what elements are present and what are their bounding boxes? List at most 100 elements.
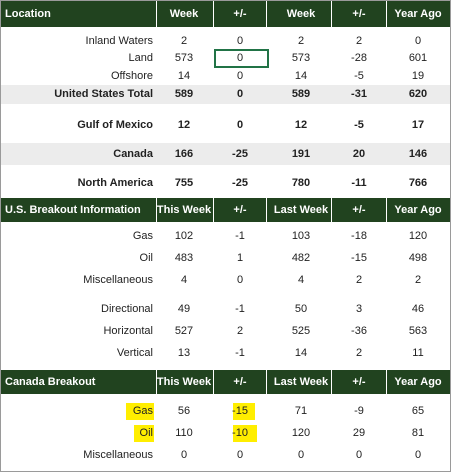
value-cell[interactable]: 573	[291, 52, 311, 64]
value-cell[interactable]: 589	[174, 88, 194, 100]
value-cell[interactable]: 525	[291, 325, 311, 337]
value-cell[interactable]: 14	[294, 347, 308, 359]
value-cell[interactable]: -9	[354, 405, 364, 417]
value-cell[interactable]: 0	[180, 449, 188, 461]
value-cell[interactable]: 14	[294, 70, 308, 82]
value-cell[interactable]: 29	[352, 427, 366, 439]
value-cell[interactable]: 81	[411, 427, 425, 439]
value-cell[interactable]: -28	[351, 52, 367, 64]
value-cell[interactable]: -36	[351, 325, 367, 337]
value-cell[interactable]: 2	[414, 274, 422, 286]
value-cell[interactable]: -31	[351, 88, 367, 100]
value-cell[interactable]: 146	[408, 148, 428, 160]
value-cell[interactable]: 483	[174, 252, 194, 264]
value-cell[interactable]: 4	[180, 274, 188, 286]
header-divider	[386, 198, 387, 222]
value-cell[interactable]: -5	[354, 119, 364, 131]
header-cell: Week	[169, 8, 199, 20]
value-cell[interactable]: 2	[355, 274, 363, 286]
value-cell[interactable]: 71	[294, 405, 308, 417]
header-divider	[331, 370, 332, 394]
value-cell[interactable]: 11	[412, 347, 424, 359]
header-divider	[331, 198, 332, 222]
value-cell[interactable]: -15	[232, 405, 248, 417]
value-cell[interactable]: -1	[235, 230, 245, 242]
value-cell[interactable]: 20	[352, 148, 366, 160]
value-cell[interactable]: 12	[177, 119, 191, 131]
value-cell[interactable]: 0	[236, 70, 244, 82]
row-label: Gas	[132, 230, 153, 242]
value-cell[interactable]: 766	[408, 177, 428, 189]
value-cell[interactable]: 482	[291, 252, 311, 264]
value-cell[interactable]: 17	[411, 119, 425, 131]
header-divider	[213, 370, 214, 394]
value-cell[interactable]: 103	[291, 230, 311, 242]
row-label: Gas	[132, 405, 153, 417]
value-cell[interactable]: 2	[355, 347, 363, 359]
value-cell[interactable]: 0	[355, 449, 363, 461]
value-cell[interactable]: 2	[297, 35, 305, 47]
header-divider	[266, 198, 267, 222]
row-label: Gulf of Mexico	[77, 119, 153, 131]
value-cell[interactable]: -5	[354, 70, 364, 82]
value-cell[interactable]: 1	[236, 252, 244, 264]
value-cell[interactable]: -10	[232, 427, 248, 439]
value-cell[interactable]: -25	[232, 177, 248, 189]
header-cell: Location	[5, 8, 51, 20]
header-cell: Canada Breakout	[5, 376, 96, 388]
header-cell: U.S. Breakout Information	[5, 204, 141, 216]
value-cell[interactable]: 3	[355, 303, 363, 315]
value-cell[interactable]: 0	[236, 88, 244, 100]
value-cell[interactable]: 49	[177, 303, 191, 315]
value-cell[interactable]: 166	[174, 148, 194, 160]
value-cell[interactable]: 13	[177, 347, 191, 359]
value-cell[interactable]: -25	[232, 148, 248, 160]
value-cell[interactable]: 102	[174, 230, 194, 242]
value-cell[interactable]: 0	[236, 274, 244, 286]
highlight	[134, 425, 154, 442]
value-cell[interactable]: 573	[174, 52, 194, 64]
value-cell[interactable]: 498	[408, 252, 428, 264]
row-label: Horizontal	[103, 325, 153, 337]
header-row	[1, 370, 450, 394]
value-cell[interactable]: 589	[291, 88, 311, 100]
value-cell[interactable]: 601	[408, 52, 428, 64]
value-cell[interactable]: -11	[351, 177, 367, 189]
value-cell[interactable]: 120	[291, 427, 311, 439]
value-cell[interactable]: 56	[177, 405, 191, 417]
value-cell[interactable]: 0	[414, 449, 422, 461]
value-cell[interactable]: 14	[177, 70, 191, 82]
value-cell[interactable]: 4	[297, 274, 305, 286]
value-cell[interactable]: 2	[180, 35, 188, 47]
value-cell[interactable]: -1	[235, 303, 245, 315]
value-cell[interactable]: 110	[175, 427, 193, 439]
header-cell: +/-	[233, 376, 247, 388]
value-cell[interactable]: 19	[411, 70, 425, 82]
value-cell[interactable]: 0	[297, 449, 305, 461]
value-cell[interactable]: 0	[236, 119, 244, 131]
value-cell[interactable]: 12	[294, 119, 308, 131]
value-cell[interactable]: 0	[236, 449, 244, 461]
value-cell[interactable]: 755	[174, 177, 194, 189]
header-cell: Year Ago	[394, 8, 442, 20]
value-cell[interactable]: 2	[355, 35, 363, 47]
highlight	[233, 403, 255, 420]
value-cell[interactable]: 780	[291, 177, 311, 189]
value-cell[interactable]: 2	[236, 325, 244, 337]
value-cell[interactable]: 65	[411, 405, 425, 417]
value-cell[interactable]: 0	[236, 52, 244, 64]
value-cell[interactable]: -18	[351, 230, 367, 242]
header-divider	[386, 1, 387, 27]
value-cell[interactable]: 46	[411, 303, 425, 315]
value-cell[interactable]: 563	[408, 325, 428, 337]
value-cell[interactable]: 527	[174, 325, 194, 337]
value-cell[interactable]: 620	[408, 88, 428, 100]
value-cell[interactable]: 120	[408, 230, 428, 242]
header-divider	[266, 1, 267, 27]
value-cell[interactable]: -15	[351, 252, 367, 264]
value-cell[interactable]: 191	[291, 148, 311, 160]
value-cell[interactable]: 0	[414, 35, 422, 47]
value-cell[interactable]: 0	[236, 35, 244, 47]
value-cell[interactable]: -1	[235, 347, 245, 359]
value-cell[interactable]: 50	[294, 303, 308, 315]
